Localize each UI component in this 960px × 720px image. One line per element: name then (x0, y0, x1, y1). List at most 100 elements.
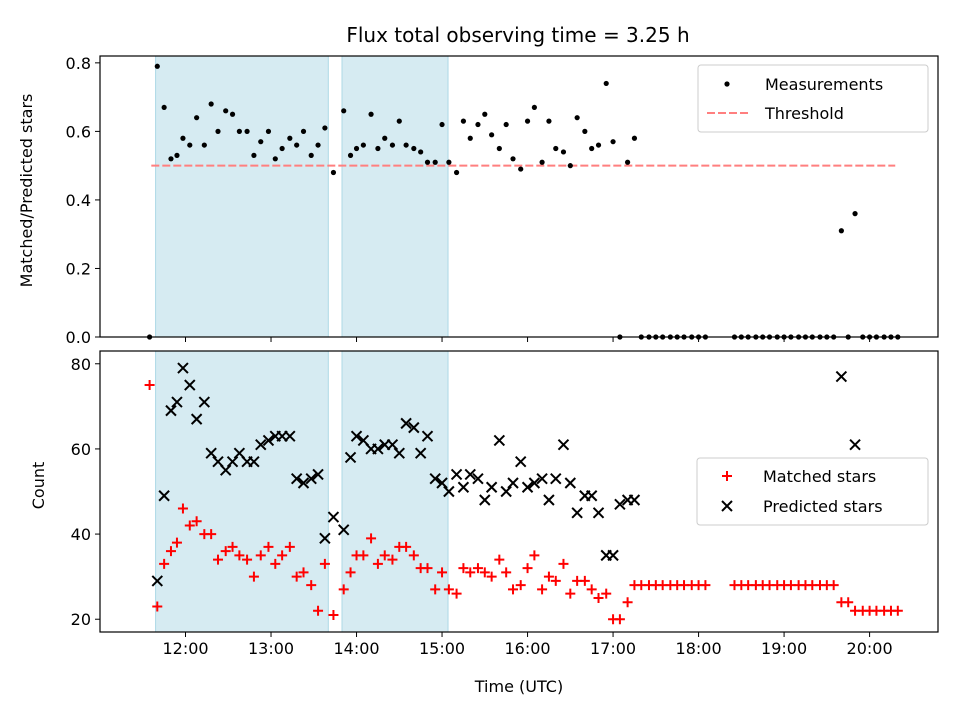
data-point (422, 563, 433, 574)
data-point (451, 588, 462, 599)
data-point (165, 404, 177, 417)
data-point (424, 159, 431, 165)
legend-bottom: Matched stars Predicted stars (696, 457, 929, 526)
data-point (201, 142, 207, 148)
x-tick-label: 16:00 (504, 639, 550, 658)
y-axis-label: Count (29, 462, 48, 510)
data-point (344, 451, 357, 464)
y-tick-label: 0.2 (66, 259, 91, 278)
data-point (515, 455, 527, 468)
data-point (486, 571, 497, 582)
data-point (465, 567, 476, 578)
data-point (279, 145, 285, 152)
data-point (338, 584, 349, 595)
y-tick-label: 80 (71, 355, 91, 374)
data-point (375, 145, 381, 152)
data-point (852, 211, 858, 217)
data-point (263, 541, 274, 552)
legend-frame (696, 457, 929, 526)
data-point (571, 507, 583, 519)
data-point (205, 447, 217, 459)
data-point (396, 118, 402, 124)
data-point (215, 128, 221, 134)
y-tick-label: 0.6 (66, 122, 91, 141)
x-tick-label: 17:00 (590, 639, 636, 658)
data-point (828, 580, 839, 591)
data-point (387, 554, 398, 565)
data-point (550, 473, 562, 485)
data-point (265, 128, 272, 134)
data-point (315, 142, 321, 148)
shaded-interval-1 (341, 55, 449, 338)
data-point (436, 477, 448, 489)
data-point (458, 563, 469, 574)
data-point (614, 498, 626, 510)
data-point (510, 156, 516, 162)
data-point (366, 533, 377, 544)
data-point (560, 149, 567, 155)
data-point (521, 481, 534, 493)
x-tick-label: 14:00 (333, 639, 379, 658)
data-point (236, 128, 242, 134)
axes-frame (99, 55, 939, 338)
data-point (614, 614, 625, 625)
data-point (467, 135, 473, 141)
data-point (277, 550, 288, 561)
x-tick-label: 12:00 (162, 639, 208, 658)
data-point (432, 159, 438, 165)
data-point (319, 532, 331, 545)
data-point (393, 447, 405, 459)
data-point (622, 597, 633, 608)
data-point (515, 580, 526, 591)
data-point (439, 121, 445, 128)
data-point (191, 516, 202, 527)
data-point (213, 554, 224, 565)
data-point (206, 529, 217, 540)
data-point (313, 605, 324, 616)
series-predicted-stars (151, 362, 861, 587)
data-point (537, 584, 548, 595)
data-point (539, 159, 545, 165)
data-point (229, 111, 236, 117)
data-point (284, 430, 296, 442)
data-point (631, 135, 638, 141)
x-tick-label: 13:00 (248, 639, 294, 658)
data-point (290, 473, 303, 485)
y-tick-label: 0.4 (66, 191, 91, 210)
legend-frame (697, 64, 929, 133)
data-point (564, 477, 577, 489)
data-point (518, 166, 524, 172)
data-point (579, 575, 590, 586)
x-tick-label: 20:00 (847, 639, 893, 658)
data-point (522, 563, 533, 574)
data-point (194, 115, 200, 121)
data-point (337, 524, 350, 536)
data-point (494, 554, 505, 565)
data-point (270, 558, 281, 569)
data-point (508, 584, 519, 595)
data-point (144, 380, 155, 391)
data-point (408, 550, 419, 561)
data-point (500, 485, 512, 498)
data-point (244, 128, 250, 134)
data-point (543, 571, 554, 582)
data-point (180, 135, 186, 141)
data-point (358, 550, 369, 561)
shaded-interval-0 (155, 350, 329, 633)
data-point (460, 118, 467, 124)
data-point (262, 434, 275, 447)
x-tick-label: 15:00 (419, 639, 465, 658)
data-point (892, 605, 903, 616)
data-point (589, 145, 595, 152)
data-point (300, 128, 307, 134)
data-point (184, 379, 196, 391)
data-point (443, 485, 455, 498)
data-point (475, 121, 481, 128)
data-point (242, 554, 253, 565)
legend-label-predicted: Predicted stars (763, 497, 883, 516)
data-point (345, 567, 356, 578)
data-point (607, 549, 619, 562)
data-point (472, 563, 483, 574)
data-point (152, 601, 163, 612)
